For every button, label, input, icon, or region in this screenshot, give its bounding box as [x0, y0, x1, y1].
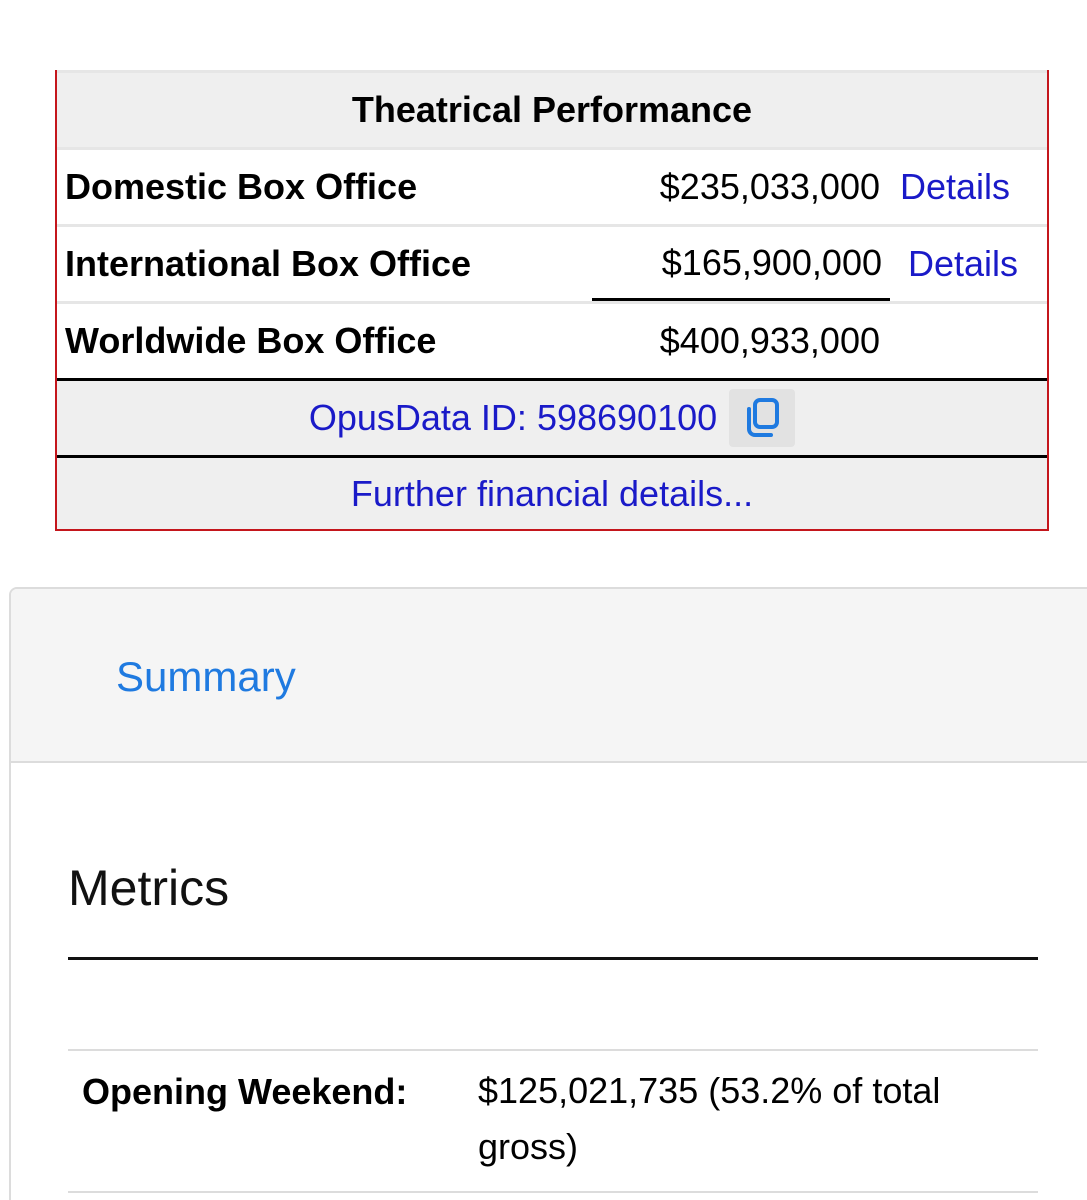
row-amount: $400,933,000 [659, 320, 880, 361]
divider [68, 957, 1038, 960]
metric-value: $125,021,735 (53.2% of total gross) [478, 1070, 941, 1167]
row-label: Worldwide Box Office [65, 320, 437, 361]
row-label: Domestic Box Office [65, 166, 418, 207]
table-row-worldwide: Worldwide Box Office $400,933,000 [57, 301, 1047, 378]
table-header-row: Theatrical Performance [57, 70, 1047, 147]
metric-label: Opening Weekend: [82, 1071, 408, 1112]
table-row-domestic: Domestic Box Office $235,033,000 Details [57, 147, 1047, 224]
theatrical-performance-table: Theatrical Performance Domestic Box Offi… [55, 70, 1049, 531]
table-header: Theatrical Performance [351, 89, 753, 130]
summary-card: Summary Metrics Opening Weekend: $125,02… [9, 587, 1087, 1200]
opusdata-id[interactable]: OpusData ID: 598690100 [308, 397, 718, 438]
copy-button[interactable] [729, 389, 796, 447]
row-label: International Box Office [65, 243, 472, 284]
tab-summary[interactable]: Summary [116, 653, 296, 700]
opusdata-id-row: OpusData ID: 598690100 [57, 378, 1047, 455]
further-financial-details-link[interactable]: Further financial details... [350, 472, 754, 514]
international-details-link[interactable]: Details [908, 243, 1019, 284]
domestic-details-link[interactable]: Details [900, 166, 1011, 207]
table-row-international: International Box Office $165,900,000 De… [57, 224, 1047, 301]
metrics-row-opening-weekend: Opening Weekend: $125,021,735 (53.2% of … [68, 1049, 1038, 1193]
metrics-heading: Metrics [68, 860, 230, 916]
row-amount: $235,033,000 [659, 166, 880, 207]
further-details-row: Further financial details... [57, 455, 1047, 529]
copy-icon [747, 398, 780, 437]
tab-bar: Summary [11, 589, 1087, 763]
row-amount: $165,900,000 [592, 227, 890, 301]
